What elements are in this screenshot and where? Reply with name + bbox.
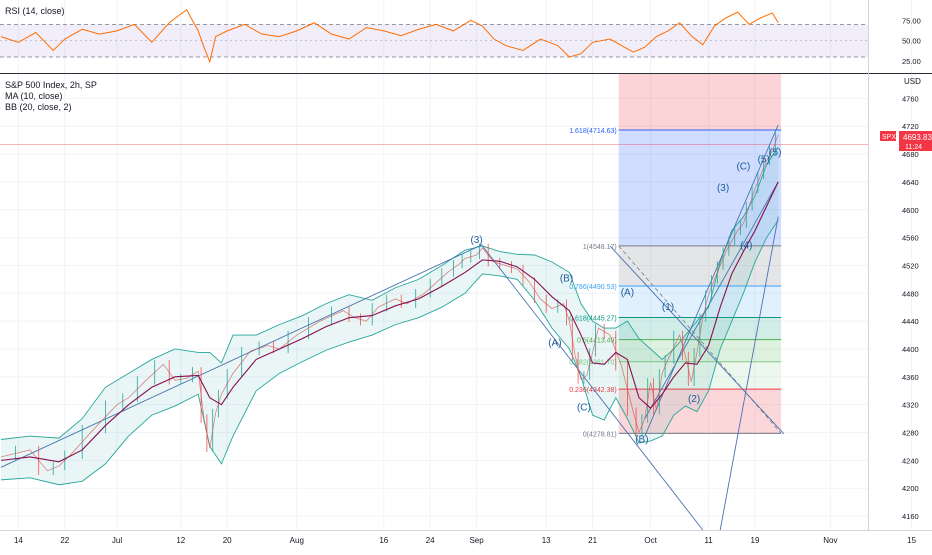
rsi-tick-label: 25.00 — [902, 57, 921, 66]
y-tick-label: 4760 — [902, 94, 919, 103]
fib-level-label: 0.618(4445.27) — [569, 315, 616, 322]
symbol-tag-text: SPX — [882, 134, 896, 141]
y-tick-label: 4280 — [902, 429, 919, 438]
fib-level-label: 1(4548.17) — [583, 244, 617, 251]
x-tick-label: 20 — [223, 536, 232, 545]
x-tick-label: 19 — [751, 536, 760, 545]
fib-level-label: 0.786(4490.53) — [569, 284, 616, 291]
wave-label[interactable]: (1) — [662, 302, 674, 313]
fib-zone — [618, 74, 782, 130]
y-tick-label: 4320 — [902, 401, 919, 410]
trendline[interactable] — [609, 245, 785, 435]
price-tag-time: 11:24 — [905, 144, 922, 151]
y-tick-label: 4600 — [902, 206, 919, 215]
wave-label[interactable]: (5) — [769, 147, 781, 158]
wave-label[interactable]: (5) — [758, 154, 770, 165]
fib-level-label: 0.5(4413.49) — [577, 338, 617, 345]
wave-label[interactable]: (3) — [717, 183, 729, 194]
x-tick-label: 13 — [542, 536, 551, 545]
trendline[interactable] — [644, 181, 779, 419]
price-tag[interactable]: SPX 4693.83 11:24 — [880, 131, 932, 151]
y-tick-label: 4400 — [902, 345, 919, 354]
legend-ma[interactable]: MA (10, close) — [5, 91, 63, 101]
rsi-band — [0, 24, 868, 57]
y-tick-label: 4720 — [902, 122, 919, 131]
fib-zone — [618, 245, 782, 286]
fib-level-label: 0.236(4342.38) — [569, 387, 616, 394]
y-tick-label: 4440 — [902, 317, 919, 326]
x-tick-label: 14 — [14, 536, 23, 545]
currency-label: USD — [904, 77, 921, 86]
wave-label[interactable]: (B) — [635, 434, 648, 445]
fib-zone — [618, 129, 782, 246]
rsi-tick-label: 75.00 — [902, 16, 921, 25]
price-tag-value: 4693.83 — [903, 133, 932, 142]
x-tick-label: 15 — [907, 536, 916, 545]
x-tick-label: Jul — [112, 536, 122, 545]
y-tick-label: 4680 — [902, 150, 919, 159]
ma-line[interactable] — [0, 181, 779, 463]
trendline[interactable] — [482, 245, 704, 531]
rsi-line[interactable] — [0, 8, 779, 64]
rsi-legend[interactable]: RSI (14, close) — [5, 6, 65, 16]
y-tick-label: 4560 — [902, 234, 919, 243]
y-tick-label: 4160 — [902, 512, 919, 521]
trendline[interactable] — [719, 216, 779, 531]
x-tick-label: Sep — [469, 536, 484, 545]
x-tick-label: 22 — [60, 536, 69, 545]
x-tick-label: 16 — [379, 536, 388, 545]
symbol-tag-box — [880, 131, 896, 141]
x-tick-label: Oct — [644, 536, 657, 545]
y-tick-label: 4360 — [902, 373, 919, 382]
x-tick-label: 12 — [176, 536, 185, 545]
bollinger-lower-line[interactable] — [0, 219, 779, 486]
legend-bb[interactable]: BB (20, close, 2) — [5, 102, 72, 112]
x-tick-label: 11 — [704, 536, 713, 545]
wave-label[interactable]: (C) — [577, 402, 591, 413]
fib-zone — [618, 285, 782, 318]
y-tick-label: 4480 — [902, 289, 919, 298]
x-tick-label: Nov — [823, 536, 837, 545]
rsi-tick-label: 50.00 — [902, 37, 921, 46]
wave-label[interactable]: (A) — [548, 338, 561, 349]
legend-symbol[interactable]: S&P 500 Index, 2h, SP — [5, 80, 97, 90]
bollinger-fill — [1, 147, 779, 485]
wave-label[interactable]: (4) — [740, 241, 752, 252]
wave-label[interactable]: (C) — [736, 161, 750, 172]
x-tick-label: 24 — [426, 536, 435, 545]
wave-label[interactable]: (2) — [688, 394, 700, 405]
wave-label[interactable]: (B) — [560, 273, 573, 284]
x-tick-label: Aug — [290, 536, 304, 545]
y-tick-label: 4240 — [902, 456, 919, 465]
y-tick-label: 4200 — [902, 484, 919, 493]
x-tick-label: 21 — [588, 536, 597, 545]
y-tick-label: 4520 — [902, 261, 919, 270]
wave-label[interactable]: (A) — [621, 287, 634, 298]
price-tag-box — [899, 131, 932, 151]
price-line[interactable] — [0, 134, 779, 472]
y-tick-label: 4640 — [902, 178, 919, 187]
fib-level-label: 1.618(4714.63) — [569, 128, 616, 135]
fib-zone — [618, 361, 782, 390]
wave-label[interactable]: (3) — [470, 235, 482, 246]
fib-level-label: 0(4278.81) — [583, 431, 617, 438]
